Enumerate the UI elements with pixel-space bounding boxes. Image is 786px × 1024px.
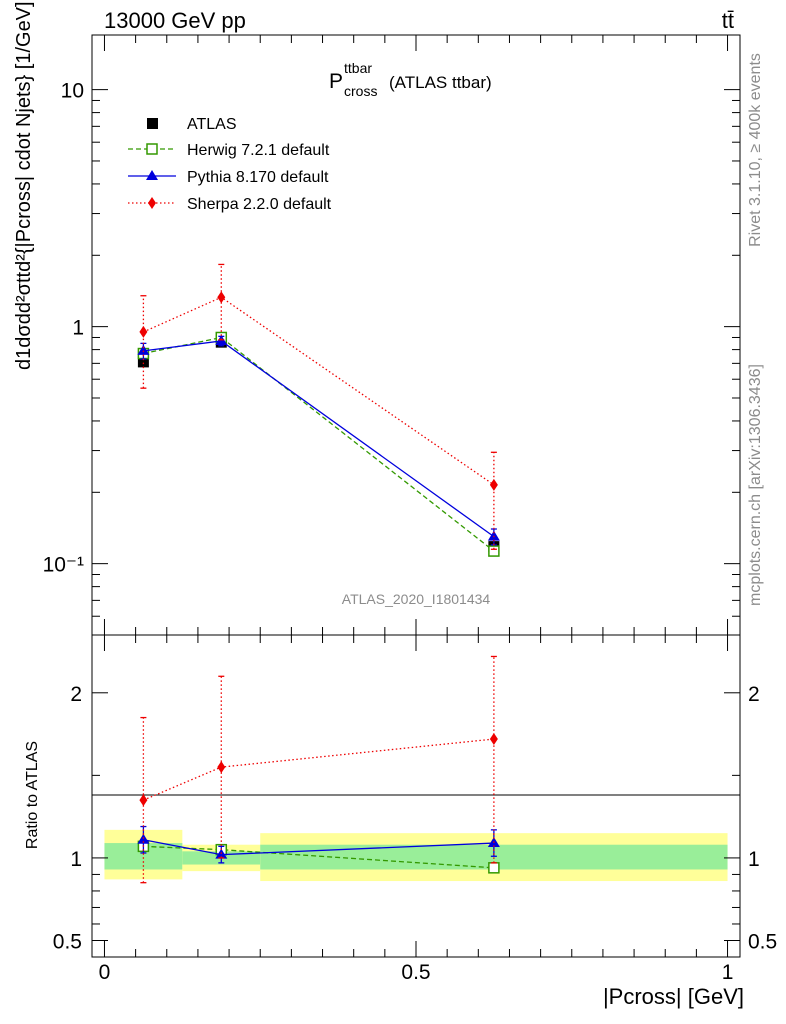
x-tick-label: 0.5 [401,961,430,984]
main-herwig-line [143,336,495,552]
ratio-sherpa-point [489,733,498,746]
ratio-series-layer [137,655,500,884]
ratio-sherpa-point [217,761,226,774]
main-title: P ttbar cross (ATLAS ttbar) [329,60,492,99]
ratio-y-tick-label-left: 2 [70,683,82,706]
main-sherpa-point [139,325,148,338]
main-y-tick-label: 10⁻¹ [43,554,84,577]
ratio-y-tick-label-left: 1 [70,848,82,871]
ratio-y-tick-label-right: 2 [748,683,760,706]
main-series-layer [137,263,500,557]
title-suffix: (ATLAS ttbar) [389,73,492,92]
ratio-frame [91,634,741,958]
mcplots-label: mcplots.cern.ch [arXiv:1306.3436] [747,364,764,606]
rivet-label: Rivet 3.1.10, ≥ 400k events [747,53,764,247]
main-sherpa-point [489,478,498,491]
main-y-axis: 10 1 10⁻¹ [43,80,740,636]
x-axis-label: |Pcross| [GeV] [603,984,744,1009]
main-y-axis-label: d1dσdd²σttd²{|Pcross| cdot Njets} [1/GeV… [13,1,35,370]
process-label: tt̄ [722,8,734,33]
ratio-sherpa-line [143,738,494,801]
title-superscript: ttbar [344,60,372,76]
ratio-y-axis-label: Ratio to ATLAS [24,741,41,849]
main-herwig-point [488,545,500,557]
legend-sherpa-marker [148,197,156,209]
ratio-sherpa-point [139,794,148,807]
ratio-y-tick-label-right: 0.5 [748,930,777,953]
legend-pythia-marker [146,170,158,180]
legend-item-pythia: Pythia 8.170 default [128,169,329,186]
main-panel: 10 1 10⁻¹ P ttbar cross (ATLAS ttbar) ATLA… [13,1,741,636]
legend: ATLAS Herwig 7.2.1 default Pythia 8.170 … [128,116,332,213]
ratio-axes: 0.5 0.5 1 1 2 2 0 0.5 1 [53,35,777,984]
analysis-watermark: ATLAS_2020_I1801434 [342,591,491,607]
legend-item-sherpa: Sherpa 2.2.0 default [128,196,332,213]
beam-label: 13000 GeV pp [104,8,246,33]
ratio-pythia-point [137,833,150,844]
main-y-tick-label: 1 [72,317,84,340]
legend-item-herwig: Herwig 7.2.1 default [128,142,330,159]
legend-herwig-label: Herwig 7.2.1 default [187,142,330,159]
main-sherpa-line [143,296,495,486]
x-tick-label: 1 [722,961,734,984]
legend-atlas-marker [147,118,158,129]
main-pythia-point [137,344,150,355]
main-atlas-point [137,356,149,368]
main-y-axis-title: d1dσdd²σttd²{|Pcross| cdot Njets} [1/GeV… [13,1,35,370]
legend-atlas-label: ATLAS [187,116,237,133]
legend-item-atlas: ATLAS [147,116,237,133]
main-y-tick-label: 10 [61,80,84,103]
x-tick-label: 0 [99,961,111,984]
legend-pythia-label: Pythia 8.170 default [187,169,329,186]
ratio-uncertainty-bands [104,829,728,882]
title-subscript: cross [344,83,377,99]
ratio-herwig-line [143,845,494,869]
legend-herwig-marker [146,143,158,155]
ratio-y-tick-label-right: 1 [748,848,760,871]
ratio-y-tick-label-left: 0.5 [53,930,82,953]
ratio-herwig-point [488,862,500,874]
legend-sherpa-label: Sherpa 2.2.0 default [187,196,332,213]
main-pythia-line [143,340,495,538]
title-text: P [329,70,343,93]
main-sherpa-point [217,291,226,304]
ratio-panel: 0.5 0.5 1 1 2 2 0 0.5 1 Ratio to ATLAS |Pcross| … [24,35,777,1009]
main-pythia-point [487,530,500,541]
